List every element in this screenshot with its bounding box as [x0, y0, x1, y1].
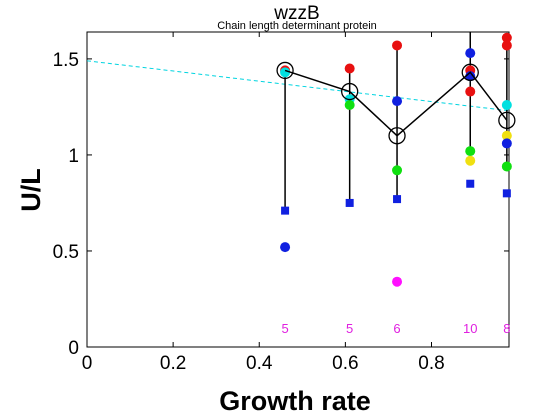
sample-count-label: 5	[346, 321, 353, 336]
data-point-circle	[465, 48, 476, 59]
x-tick-label: 0.6	[332, 353, 358, 374]
data-point-circle	[501, 138, 512, 149]
mean-marker	[276, 61, 294, 80]
data-point-circle	[344, 63, 355, 74]
trend-line	[86, 60, 510, 112]
mean-line	[284, 69, 508, 137]
y-tick-label: 1.5	[53, 50, 79, 71]
data-point-circle	[392, 165, 403, 176]
x-tick-label: 0.2	[160, 353, 186, 374]
data-point-square	[502, 189, 511, 198]
data-point-circle	[501, 99, 512, 110]
data-point-square	[466, 179, 475, 188]
mean-marker	[498, 111, 516, 130]
sample-count-label: 8	[503, 321, 510, 336]
x-tick-label: 0.8	[418, 353, 444, 374]
x-tick-label: 0.4	[246, 353, 273, 374]
data-point-square	[281, 206, 290, 215]
y-axis-ticks: 0 0.5 1 1.5	[53, 50, 509, 359]
data-point-circle	[280, 242, 291, 253]
data-point-circle	[501, 130, 512, 141]
y-tick-label: 1	[68, 146, 79, 167]
data-point-circle	[501, 40, 512, 51]
x-axis-ticks: 0 0.2 0.4 0.6 0.8	[82, 32, 445, 374]
data-point-square	[393, 195, 402, 204]
data-point-circle	[465, 146, 476, 157]
sample-count-label: 6	[393, 321, 400, 336]
data-point-circle	[280, 67, 291, 78]
mean-marker	[341, 82, 359, 101]
sample-count-layer: 5 5 6 10 8	[281, 321, 510, 336]
mean-line-layer	[276, 61, 516, 145]
mean-marker	[388, 127, 406, 145]
data-point-circle	[465, 155, 476, 166]
data-point-square	[345, 198, 354, 207]
chart-subtitle: Chain length determinant protein	[217, 20, 377, 32]
plot-area-frame	[86, 31, 510, 348]
trend-line-layer	[86, 60, 510, 112]
sample-count-label: 5	[281, 321, 288, 336]
x-tick-label: 0	[82, 353, 93, 374]
y-tick-label: 0.5	[53, 242, 79, 263]
sample-count-label: 10	[463, 321, 477, 336]
data-point-circle	[501, 161, 512, 172]
data-point-circle	[501, 32, 512, 43]
data-point-circle	[392, 276, 403, 287]
data-point-circle	[465, 86, 476, 97]
mean-marker	[461, 63, 479, 81]
data-point-circle	[392, 96, 403, 107]
x-axis-label: Growth rate	[219, 386, 371, 416]
data-point-circle	[392, 40, 403, 51]
y-tick-label: 0	[68, 338, 79, 359]
data-points-layer	[280, 32, 512, 287]
data-point-circle	[344, 99, 355, 110]
chart-title: wzzB	[273, 3, 319, 24]
y-axis-label: U/L	[16, 168, 46, 212]
